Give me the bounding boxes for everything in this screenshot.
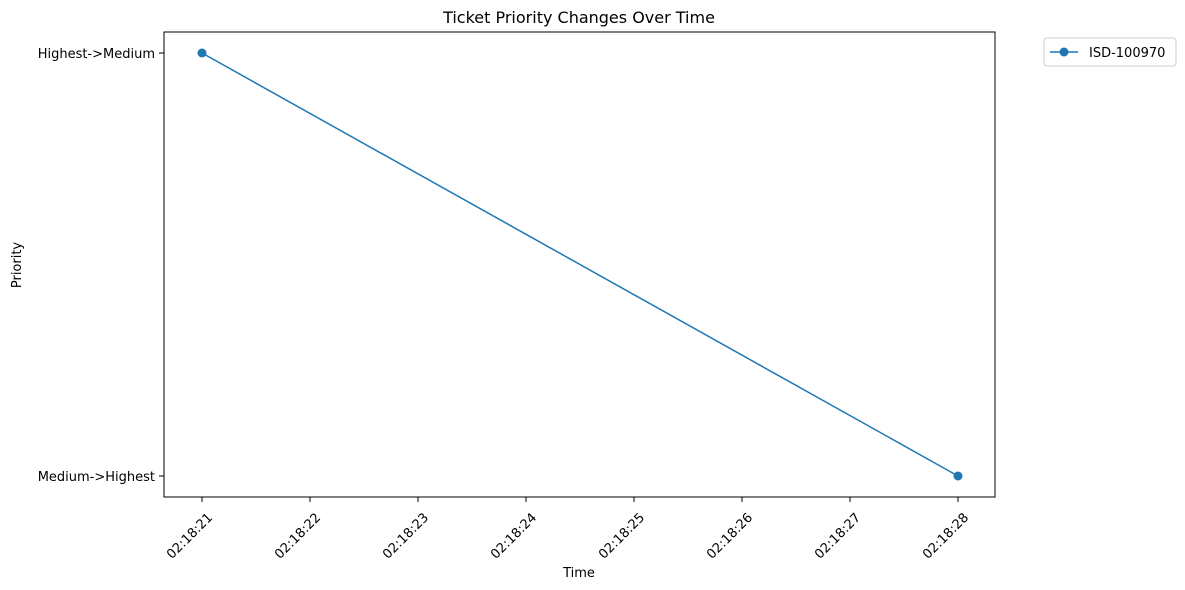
x-tick-label: 02:18:22 bbox=[272, 510, 324, 562]
y-axis-ticks: Medium->Highest Highest->Medium bbox=[38, 47, 164, 485]
legend-box bbox=[1043, 37, 1177, 67]
legend-entry-label: ISD-100970 bbox=[1089, 46, 1165, 61]
y-tick-label: Highest->Medium bbox=[38, 47, 155, 62]
chart-title: Ticket Priority Changes Over Time bbox=[442, 8, 715, 27]
x-tick-label: 02:18:24 bbox=[488, 510, 540, 562]
x-axis-ticks: 02:18:21 02:18:22 02:18:23 02:18:24 02:18:25… bbox=[164, 497, 972, 562]
y-axis-title: Priority bbox=[10, 242, 25, 289]
series-layer bbox=[197, 48, 963, 481]
data-point bbox=[197, 48, 207, 58]
legend: ISD-100970 bbox=[1043, 37, 1177, 67]
data-point bbox=[953, 471, 963, 481]
x-tick-label: 02:18:25 bbox=[596, 510, 648, 562]
x-tick-label: 02:18:27 bbox=[812, 510, 864, 562]
series-line bbox=[201, 52, 959, 477]
y-tick-label: Medium->Highest bbox=[38, 470, 155, 485]
legend-marker-swatch bbox=[1059, 47, 1069, 57]
x-tick-label: 02:18:26 bbox=[704, 510, 756, 562]
x-tick-label: 02:18:21 bbox=[164, 510, 216, 562]
x-tick-label: 02:18:23 bbox=[380, 510, 432, 562]
x-tick-label: 02:18:28 bbox=[920, 510, 972, 562]
plot-area-frame bbox=[163, 31, 996, 498]
x-axis-title: Time bbox=[562, 566, 595, 581]
